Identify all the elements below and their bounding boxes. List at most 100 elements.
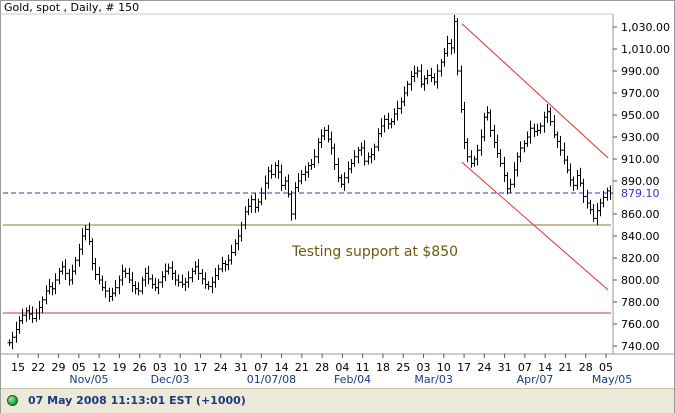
y-tick-label: 950.00: [621, 109, 660, 122]
price-bar: [156, 278, 161, 295]
price-bar: [24, 307, 29, 322]
status-timestamp: 07 May 2008 11:13:01 EST (+1000): [28, 394, 246, 407]
price-bar: [183, 277, 188, 291]
price-bar: [123, 267, 128, 278]
price-bar: [103, 281, 108, 298]
x-tick-label: 28: [579, 361, 593, 374]
price-bar: [160, 271, 165, 288]
price-bar: [83, 225, 88, 241]
x-axis: 15 22 29 05 12 19 26 03 10 17 24 31 07 14 21 28 04 11 18 25…: [11, 354, 632, 386]
price-bar: [140, 276, 145, 295]
x-tick-label: 10: [173, 361, 187, 374]
x-tick-label: 21: [295, 361, 309, 374]
price-bar: [479, 129, 484, 156]
price-bar: [233, 239, 238, 256]
price-bar: [542, 111, 547, 133]
x-tick-label: 31: [234, 361, 248, 374]
price-bar: [369, 148, 374, 164]
x-tick-label: 24: [477, 361, 491, 374]
price-bar: [206, 281, 211, 290]
x-tick-label: 03: [417, 361, 431, 374]
y-tick-label: 800.00: [621, 274, 660, 287]
price-bar: [386, 112, 391, 130]
y-axis: 740.00 760.00 780.00 800.00 820.00 840.00 860.…: [613, 21, 670, 353]
price-chart: Gold, spot , Daily, # 150 740.00 760.00 78…: [1, 1, 674, 386]
price-bar: [163, 263, 168, 282]
price-bar: [223, 260, 228, 272]
price-bar: [279, 164, 284, 191]
price-bar: [495, 134, 500, 158]
x-tick-label: 14: [275, 361, 289, 374]
y-tick-label: 970.00: [621, 87, 660, 100]
x-tick-label: 22: [31, 361, 45, 374]
price-bar: [326, 124, 331, 143]
price-bar: [210, 276, 215, 294]
price-bar: [299, 170, 304, 185]
price-bar: [193, 261, 198, 275]
x-tick-label: 24: [214, 361, 228, 374]
connection-status-icon: [7, 395, 18, 406]
price-bar: [508, 178, 513, 194]
x-tick-label: 21: [558, 361, 572, 374]
price-bar: [303, 165, 308, 181]
price-bar: [27, 305, 32, 320]
price-bar: [93, 258, 98, 280]
price-bar: [605, 187, 610, 201]
x-month-label: Mar/03: [414, 373, 452, 386]
price-bar: [598, 198, 603, 217]
price-bar: [243, 206, 248, 230]
price-bar: [97, 266, 102, 285]
price-bar: [601, 190, 606, 208]
price-bar: [173, 270, 178, 286]
price-bar: [256, 198, 261, 212]
price-bar: [545, 104, 550, 123]
x-month-label: May/05: [592, 373, 632, 386]
price-bar: [283, 176, 288, 190]
price-bar: [588, 199, 593, 214]
price-bar: [143, 267, 148, 287]
price-bar: [73, 256, 78, 275]
x-tick-label: 15: [11, 361, 25, 374]
channel-upper-line: [461, 23, 609, 159]
trend-channel: [461, 23, 609, 291]
price-bar: [196, 259, 201, 280]
x-month-label: Nov/05: [69, 373, 108, 386]
price-bar: [472, 155, 477, 167]
price-bar: [186, 271, 191, 288]
price-bar: [216, 264, 221, 280]
price-bar: [146, 265, 151, 285]
price-bar: [180, 274, 185, 288]
price-bar: [502, 156, 507, 183]
price-bar: [432, 73, 437, 86]
price-bar: [306, 162, 311, 178]
price-bar: [505, 172, 510, 195]
price-bar: [117, 275, 122, 295]
chart-title: Gold, spot , Daily, # 150: [4, 1, 139, 14]
price-bar: [289, 190, 294, 221]
y-tick-label: 930.00: [621, 131, 660, 144]
price-bar: [356, 146, 361, 164]
price-bar: [405, 80, 410, 97]
price-bar: [366, 152, 371, 165]
price-bar: [203, 272, 208, 289]
price-bar: [459, 65, 464, 113]
price-bar: [455, 18, 460, 76]
price-bar: [53, 273, 58, 295]
price-bar: [246, 198, 251, 216]
price-bar: [389, 118, 394, 129]
price-bar: [522, 140, 527, 153]
status-bar: 07 May 2008 11:13:01 EST (+1000): [1, 388, 674, 413]
x-tick-label: 14: [538, 361, 552, 374]
price-bar: [133, 281, 138, 295]
price-bar: [153, 277, 158, 291]
price-bar: [422, 75, 427, 91]
price-bar: [213, 267, 218, 288]
last-price-label: 879.10: [621, 187, 660, 200]
price-bars: [7, 14, 613, 350]
price-bar: [107, 287, 112, 302]
price-bar: [336, 157, 341, 183]
price-bar: [439, 58, 444, 77]
price-bar: [469, 150, 474, 168]
x-month-label: Feb/04: [334, 373, 371, 386]
y-tick-label: 910.00: [621, 153, 660, 166]
